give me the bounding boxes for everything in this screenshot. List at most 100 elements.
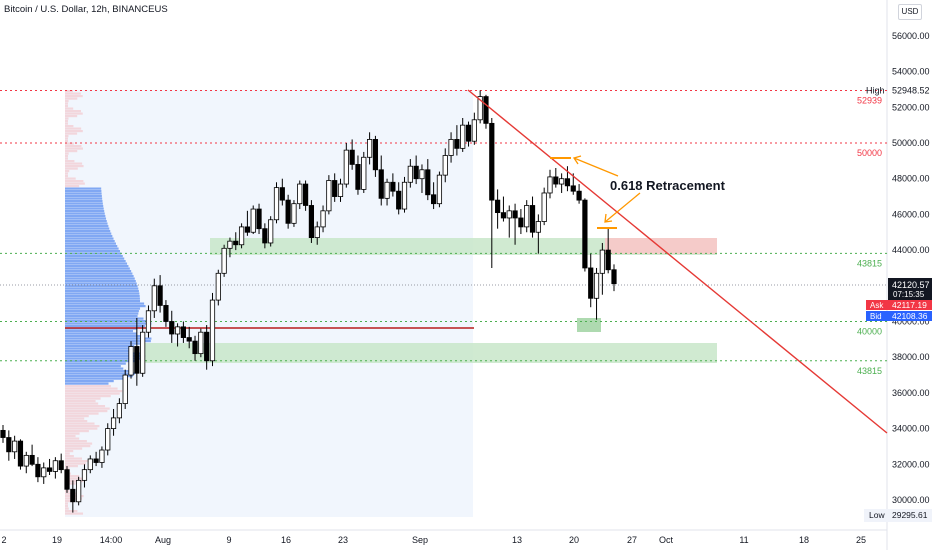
candle (46, 458, 53, 476)
x-tick-label: 23 (338, 535, 348, 545)
volume-profile-bar (65, 255, 123, 258)
volume-profile-bar (65, 292, 140, 295)
volume-profile-bar (65, 352, 141, 355)
candle (145, 305, 152, 338)
volume-profile-bar (65, 282, 137, 285)
candle (390, 173, 396, 197)
candle (180, 321, 186, 343)
volume-profile-bar (65, 397, 101, 400)
volume-profile-bar (65, 345, 135, 348)
volume-profile-bar (65, 217, 107, 220)
volume-profile-bar (65, 480, 84, 483)
volume-profile-bar (65, 310, 139, 313)
candle (582, 198, 588, 272)
volume-profile-bar (65, 147, 83, 150)
volume-profile-bar (65, 442, 93, 445)
volume-profile-bar (65, 402, 99, 405)
candle (285, 194, 291, 229)
y-tick-label: 48000.00 (892, 174, 930, 184)
candle (302, 180, 309, 211)
volume-profile-bar (65, 420, 88, 423)
volume-profile-bar (65, 137, 68, 140)
candle (326, 175, 332, 215)
volume-profile-bar (65, 335, 146, 338)
candle (483, 94, 489, 129)
volume-profile-bar (65, 157, 68, 160)
x-tick-label: 9 (226, 535, 231, 545)
volume-profile-bar (65, 95, 83, 98)
x-tick-label: 14:00 (100, 535, 123, 545)
volume-profile-bar (65, 190, 102, 193)
candle (99, 446, 105, 468)
candle (157, 275, 163, 313)
volume-profile-bar (65, 437, 80, 440)
candle (564, 166, 571, 192)
candle (559, 173, 565, 193)
low-value: 29295.61 (892, 510, 928, 520)
high-value: 52948.52 (892, 85, 930, 95)
y-tick-label: 32000.00 (892, 459, 930, 469)
volume-profile-bar (65, 380, 114, 383)
volume-profile-bar (65, 165, 84, 168)
volume-profile-bar (65, 347, 130, 350)
last-price-badge (888, 278, 932, 300)
volume-profile-bar (65, 207, 104, 210)
volume-profile-bar (65, 342, 144, 345)
y-tick-label: 50000.00 (892, 138, 930, 148)
candle (349, 139, 355, 170)
volume-profile-bar (65, 265, 129, 268)
candle (23, 451, 29, 474)
candle (308, 200, 315, 243)
price-axis: 56000.00 54000.00 52000.00 50000.00 48000.00… (892, 31, 930, 505)
volume-profile-bar (65, 425, 100, 428)
volume-profile-bar (65, 200, 103, 203)
candle (238, 223, 245, 249)
bid-caption: Bid (870, 312, 882, 321)
level-label: 43815 (857, 258, 882, 268)
candle (518, 209, 524, 235)
volume-profile-bar (65, 445, 91, 448)
y-tick-label: 54000.00 (892, 67, 930, 77)
candle (221, 244, 227, 277)
volume-profile-bar (65, 252, 122, 255)
volume-profile-bar (65, 315, 138, 318)
volume-profile-bar (65, 170, 70, 173)
volume-profile-bar (65, 457, 82, 460)
volume-profile-bar (65, 225, 109, 228)
volume-profile-bar (65, 307, 141, 310)
candle (186, 326, 192, 349)
volume-profile-bar (65, 355, 146, 358)
volume-profile-bar (65, 155, 68, 158)
y-tick-label: 40000.00 (892, 317, 930, 327)
x-tick-label: Oct (659, 535, 674, 545)
candle (361, 151, 367, 193)
volume-profile-bar (65, 167, 78, 170)
candle (87, 455, 93, 474)
trend-line[interactable] (467, 89, 888, 434)
candle (134, 317, 140, 386)
volume-profile-bar (65, 115, 78, 118)
volume-profile-bar (65, 160, 75, 163)
volume-profile-bar (65, 250, 120, 253)
candle (81, 464, 88, 488)
volume-profile-bar (65, 205, 104, 208)
volume-profile-bar (65, 450, 74, 453)
x-tick-label: 2 (1, 535, 6, 545)
volume-profile-bar (65, 372, 135, 375)
volume-profile-bar (65, 507, 69, 510)
volume-profile-bar (65, 260, 126, 263)
volume-profile-bar (65, 210, 105, 213)
volume-profile-bar (65, 367, 124, 370)
currency-button[interactable]: USD (898, 4, 922, 20)
volume-profile-bar (65, 220, 107, 223)
volume-profile-bar (65, 502, 68, 505)
candle (29, 444, 35, 467)
x-tick-label: 20 (569, 535, 579, 545)
candle (425, 159, 431, 201)
candle (70, 480, 76, 513)
volume-profile-bar (65, 317, 144, 320)
x-tick-label: Sep (412, 535, 428, 545)
candle (413, 155, 419, 185)
volume-profile-bar (65, 452, 70, 455)
